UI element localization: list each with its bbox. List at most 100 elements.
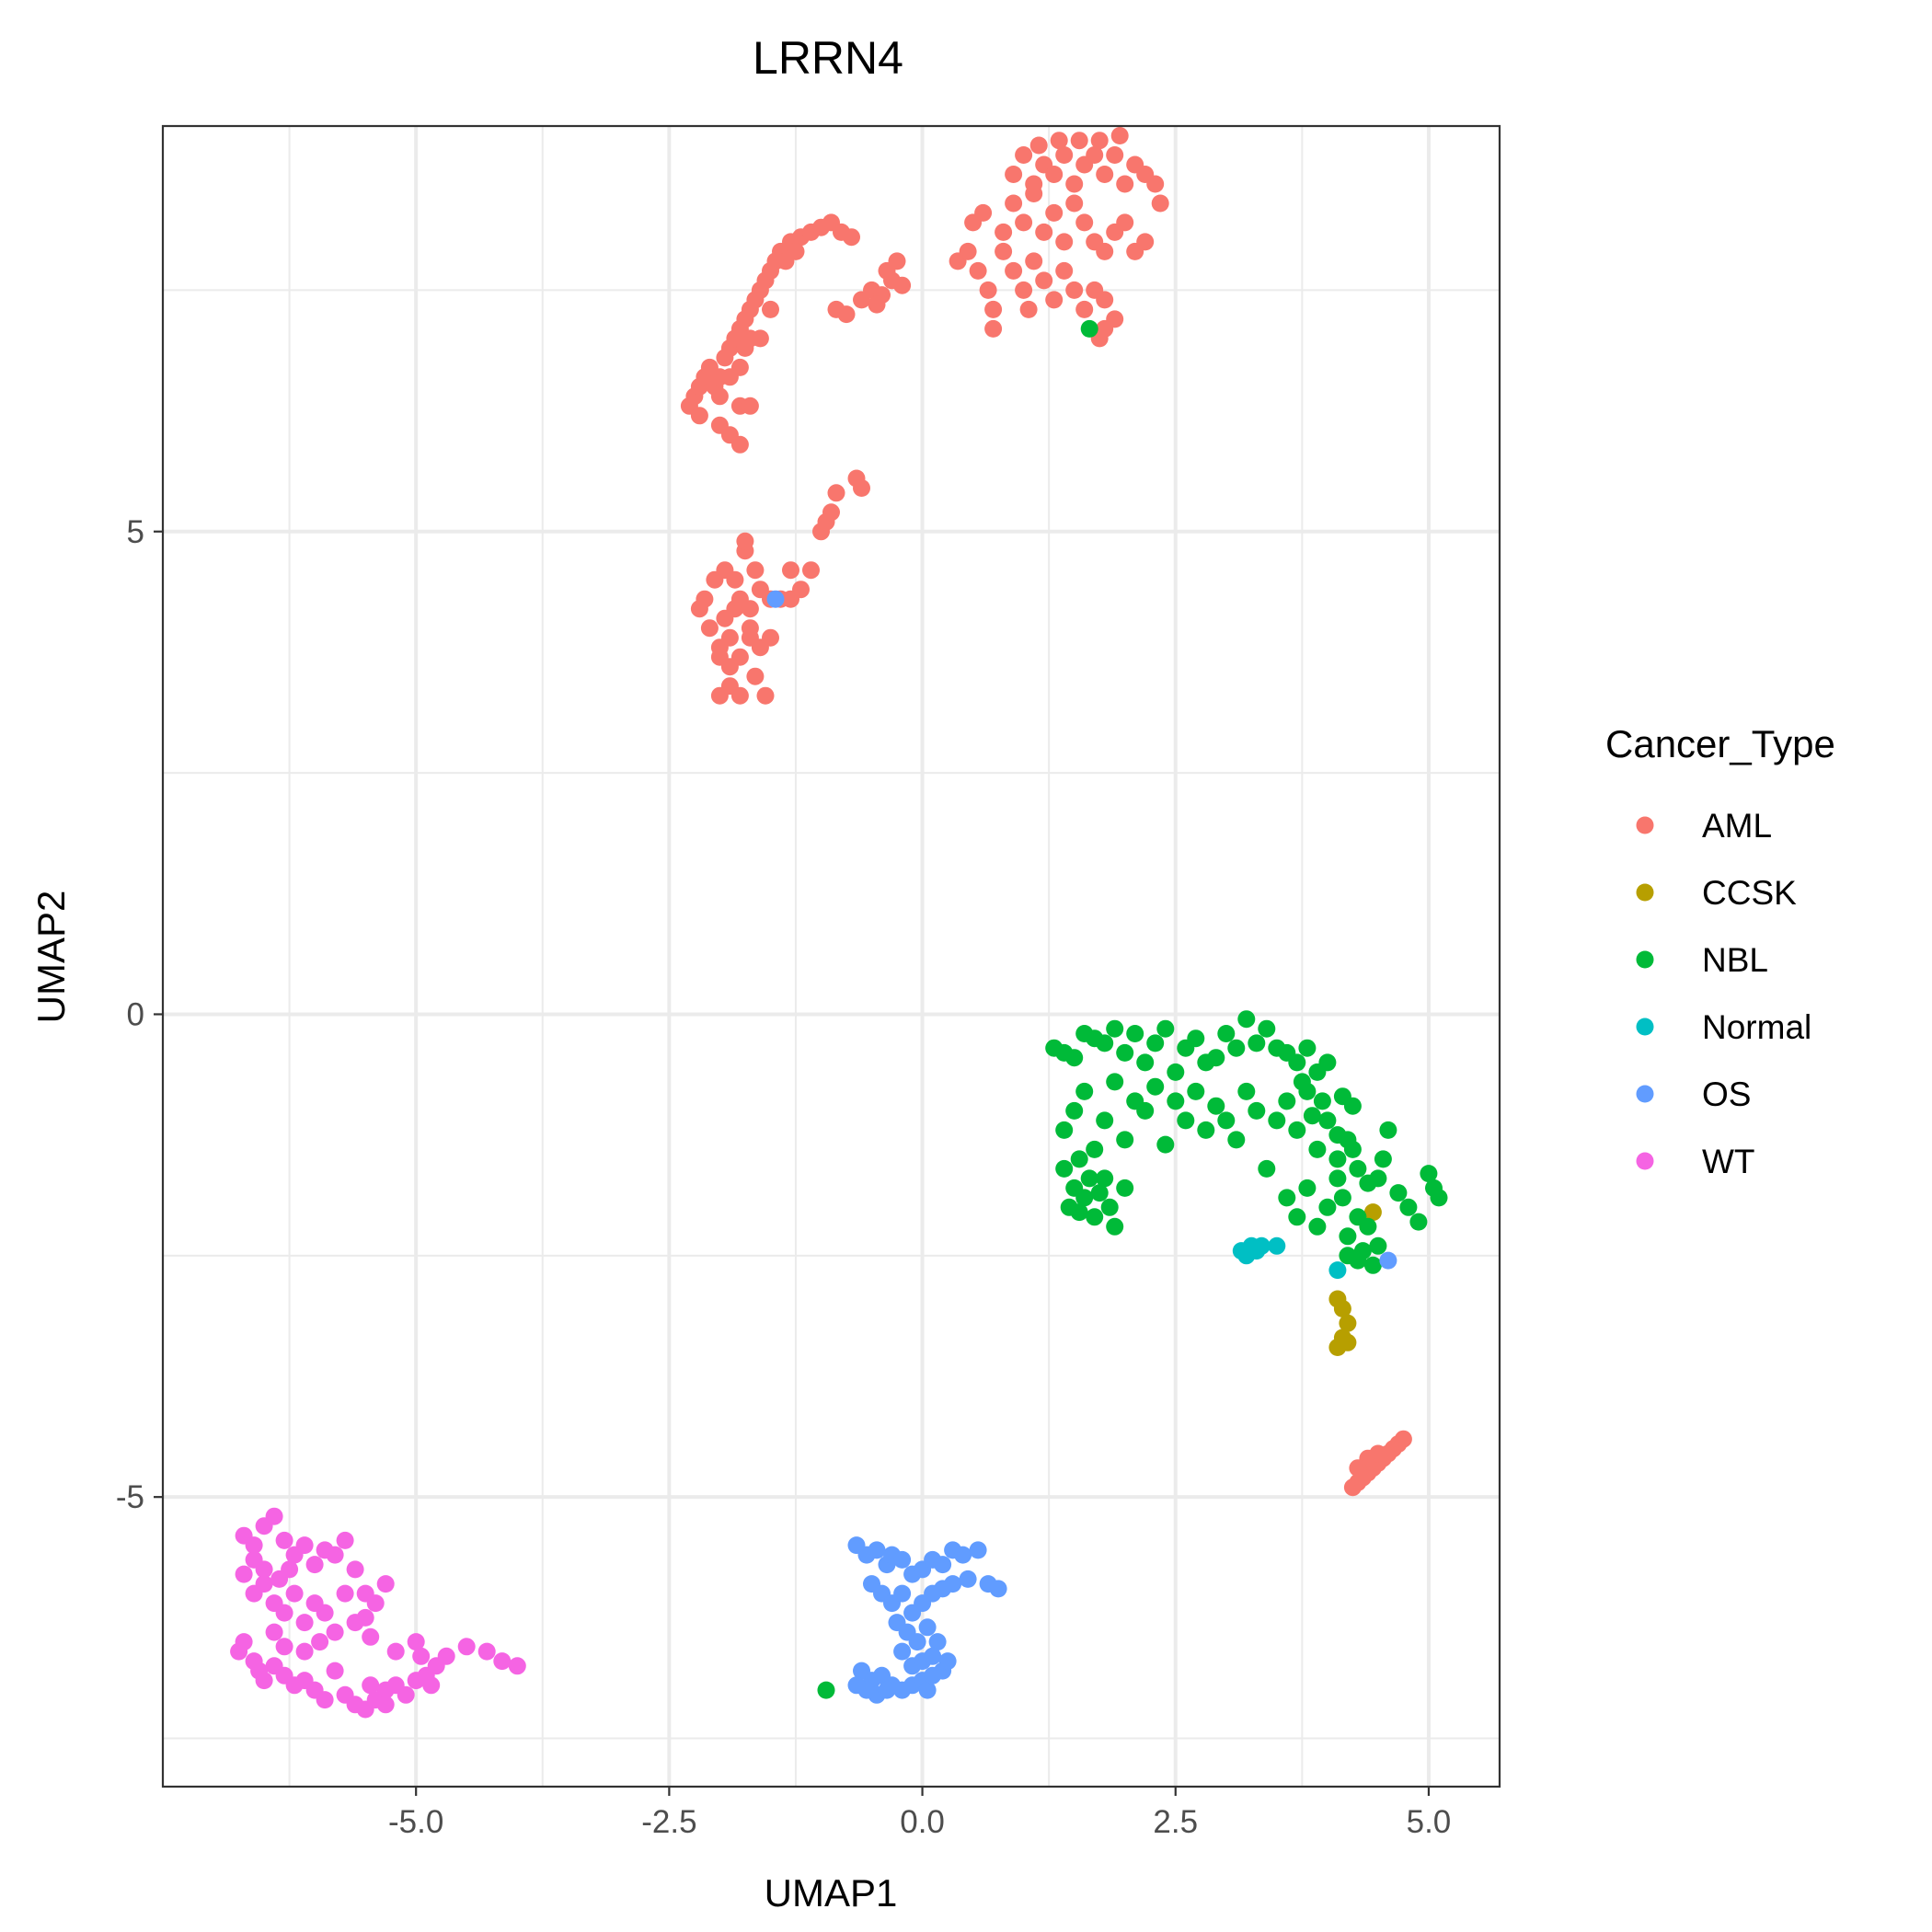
- data-point-nbl: [1080, 319, 1098, 338]
- data-point-nbl: [1248, 1101, 1266, 1120]
- data-point-wt: [407, 1633, 425, 1651]
- data-point-nbl: [1349, 1159, 1367, 1178]
- plot-panel: [161, 124, 1501, 1788]
- data-point-wt: [295, 1614, 314, 1632]
- data-point-wt: [412, 1647, 431, 1665]
- data-point-aml: [751, 329, 769, 348]
- data-point-aml: [868, 295, 886, 314]
- data-point-aml: [1055, 146, 1074, 164]
- legend-key-wt: [1636, 1152, 1654, 1170]
- data-point-nbl: [1318, 1198, 1337, 1216]
- data-point-wt: [386, 1642, 405, 1661]
- data-point-aml: [756, 686, 775, 705]
- legend-label-nbl: NBL: [1702, 941, 1768, 979]
- data-point-aml: [1055, 261, 1074, 280]
- data-point-aml: [1015, 281, 1033, 299]
- data-point-aml: [827, 484, 845, 502]
- data-point-nbl: [1096, 1169, 1114, 1188]
- data-point-wt: [235, 1565, 253, 1583]
- data-point-aml: [1015, 146, 1033, 164]
- data-point-nbl: [1293, 1073, 1311, 1091]
- data-point-nbl: [1126, 1025, 1144, 1042]
- data-point-aml: [1025, 252, 1043, 270]
- data-point-aml: [984, 319, 1003, 338]
- data-point-nbl: [1248, 1034, 1266, 1052]
- data-point-nbl: [1430, 1189, 1448, 1207]
- data-point-aml: [995, 242, 1013, 260]
- data-point-aml: [1035, 271, 1053, 290]
- x-tick-label: -5.0: [388, 1804, 443, 1840]
- data-point-aml: [1045, 203, 1064, 222]
- data-point-nbl: [1379, 1121, 1397, 1139]
- data-point-aml: [1005, 194, 1023, 213]
- data-point-wt: [457, 1638, 476, 1656]
- legend-key-nbl: [1636, 950, 1654, 969]
- data-point-aml: [843, 228, 860, 247]
- data-point-aml: [710, 648, 729, 666]
- data-point-nbl: [1080, 1169, 1098, 1188]
- data-point-nbl: [1075, 1189, 1094, 1207]
- data-point-wt: [326, 1623, 344, 1641]
- data-point-nbl: [1116, 1179, 1134, 1197]
- data-point-nbl: [1258, 1159, 1276, 1178]
- data-point-nbl: [1389, 1184, 1408, 1202]
- data-point-aml: [1019, 300, 1038, 318]
- data-point-aml: [746, 667, 765, 685]
- data-point-aml: [1015, 213, 1033, 232]
- data-point-ccsk: [1339, 1314, 1357, 1332]
- data-point-nbl: [1359, 1174, 1377, 1192]
- data-point-nbl: [1399, 1198, 1418, 1216]
- series-nbl: [817, 319, 1448, 1699]
- data-point-aml: [730, 358, 749, 376]
- data-point-nbl: [1065, 1049, 1084, 1067]
- data-point-aml: [1096, 166, 1114, 183]
- data-point-os: [924, 1647, 942, 1665]
- data-point-aml: [730, 648, 749, 666]
- data-point-aml: [1045, 166, 1064, 183]
- data-point-os: [766, 590, 785, 608]
- legend-key-aml: [1636, 816, 1654, 834]
- data-point-aml: [979, 281, 997, 299]
- data-point-aml: [984, 300, 1003, 318]
- data-point-aml: [1151, 194, 1169, 213]
- data-point-nbl: [1308, 1217, 1327, 1236]
- data-point-wt: [295, 1536, 314, 1555]
- data-point-os: [1379, 1251, 1397, 1270]
- series-os: [766, 590, 1397, 1704]
- data-point-os: [893, 1584, 912, 1603]
- legend: Cancer_Type AML CCSK NBL Normal OS WT: [1605, 722, 1835, 1180]
- data-point-wt: [326, 1546, 344, 1564]
- data-point-nbl: [1106, 1073, 1124, 1091]
- data-point-nbl: [1343, 1140, 1362, 1158]
- panel-background: [163, 126, 1500, 1787]
- panel-border: [161, 124, 1501, 1788]
- data-point-aml: [837, 305, 856, 324]
- data-point-nbl: [1328, 1126, 1347, 1144]
- data-point-aml: [1029, 136, 1048, 155]
- y-axis-title: UMAP2: [29, 891, 73, 1024]
- data-point-nbl: [1333, 1087, 1351, 1106]
- x-axis: -5.0 -2.5 0.0 2.5 5.0: [388, 1787, 1451, 1840]
- data-point-nbl: [1359, 1217, 1377, 1236]
- data-point-nbl: [1106, 1019, 1124, 1038]
- data-point-os: [847, 1676, 866, 1695]
- data-point-aml: [1025, 175, 1043, 193]
- data-point-ccsk: [1339, 1333, 1357, 1351]
- legend-item-aml: AML: [1636, 807, 1772, 845]
- data-point-aml: [1065, 175, 1084, 193]
- data-point-nbl: [1116, 1043, 1134, 1062]
- data-point-wt: [311, 1633, 329, 1651]
- data-point-aml: [893, 276, 912, 294]
- data-point-wt: [356, 1608, 374, 1627]
- data-point-nbl: [1227, 1039, 1246, 1057]
- data-point-nbl: [1217, 1111, 1236, 1130]
- data-point-nbl: [1136, 1101, 1155, 1120]
- legend-item-os: OS: [1636, 1075, 1751, 1113]
- data-point-nbl: [1177, 1111, 1195, 1130]
- data-point-wt: [376, 1696, 395, 1714]
- data-point-os: [954, 1546, 972, 1564]
- data-point-wt: [366, 1594, 385, 1613]
- minor-gridlines: [163, 126, 1500, 1787]
- data-point-nbl: [1197, 1121, 1215, 1139]
- data-point-wt: [493, 1652, 512, 1671]
